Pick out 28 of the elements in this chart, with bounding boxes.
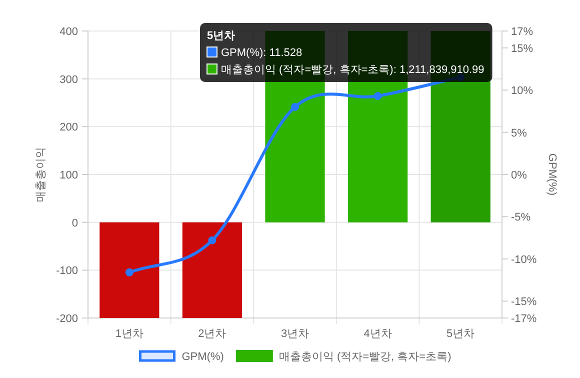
y-axis-title: 매출총이익 bbox=[35, 147, 47, 202]
annotation: GPM(%): 11.528 bbox=[221, 47, 302, 59]
x-tick-label: 5년차 bbox=[446, 328, 475, 340]
y-tick-label: -100 bbox=[56, 265, 78, 278]
y2-tick-label: 5% bbox=[511, 127, 528, 140]
legend-label: GPM(%) bbox=[182, 351, 224, 363]
y2-axis-title: GPM(%) bbox=[546, 153, 558, 196]
y-tick-label: 0 bbox=[72, 217, 78, 230]
y-tick-label: -200 bbox=[56, 313, 78, 325]
y2-tick-label: -17% bbox=[511, 313, 537, 325]
y-tick-label: 300 bbox=[60, 74, 78, 86]
y2-tick-label: 0% bbox=[511, 170, 528, 182]
y2-tick-label: -10% bbox=[511, 254, 537, 266]
x-tick-label: 3년차 bbox=[280, 328, 310, 340]
y2-tick-label: 17% bbox=[511, 26, 534, 38]
y-tick-label: 200 bbox=[60, 122, 78, 134]
y2-tick-label: -15% bbox=[511, 296, 537, 308]
y2-tick-label: 10% bbox=[511, 85, 534, 98]
legend-label: 매출총이익 (적자=빨강, 흑자=초록) bbox=[278, 351, 452, 363]
x-tick-label: 1년차 bbox=[115, 328, 144, 340]
x-tick-label: 2년차 bbox=[198, 328, 226, 340]
y-tick-label: 400 bbox=[60, 26, 78, 38]
x-tick-label: 4년차 bbox=[364, 328, 392, 340]
y2-tick-label: -5% bbox=[511, 212, 531, 224]
y-tick-label: 100 bbox=[60, 170, 78, 182]
annotation: 5년차 bbox=[207, 30, 236, 42]
annotation: 매출총이익 (적자=빨강, 흑자=초록): 1,211,839,910.99 bbox=[221, 64, 484, 76]
y2-tick-label: 15% bbox=[511, 42, 534, 55]
